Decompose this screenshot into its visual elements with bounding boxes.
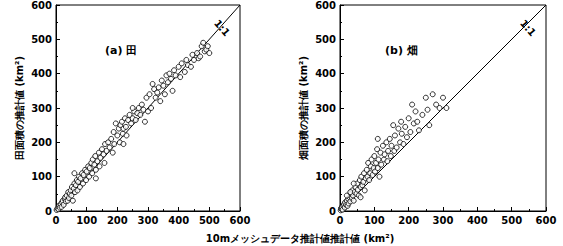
svg-text:300: 300 bbox=[433, 215, 454, 226]
svg-text:400: 400 bbox=[168, 215, 189, 226]
svg-text:600: 600 bbox=[230, 215, 251, 226]
svg-text:400: 400 bbox=[31, 68, 52, 79]
svg-text:300: 300 bbox=[315, 103, 336, 114]
svg-text:0: 0 bbox=[329, 206, 336, 217]
svg-text:200: 200 bbox=[31, 137, 52, 148]
svg-text:田面積の推計値 (km²): 田面積の推計値 (km²) bbox=[14, 56, 25, 160]
svg-text:300: 300 bbox=[31, 103, 52, 114]
svg-text:10mメッシュデータ推計値推計値 (km²): 10mメッシュデータ推計値推計値 (km²) bbox=[206, 233, 394, 244]
svg-text:400: 400 bbox=[467, 215, 488, 226]
svg-text:500: 500 bbox=[31, 34, 52, 45]
svg-text:600: 600 bbox=[31, 0, 52, 11]
svg-text:(b) 畑: (b) 畑 bbox=[385, 44, 418, 57]
svg-text:1:1: 1:1 bbox=[212, 18, 232, 39]
svg-text:500: 500 bbox=[315, 34, 336, 45]
svg-text:100: 100 bbox=[31, 171, 52, 182]
svg-text:600: 600 bbox=[536, 215, 557, 226]
svg-text:500: 500 bbox=[199, 215, 220, 226]
svg-text:0: 0 bbox=[53, 215, 60, 226]
svg-text:100: 100 bbox=[364, 215, 385, 226]
svg-text:600: 600 bbox=[315, 0, 336, 11]
svg-text:500: 500 bbox=[501, 215, 522, 226]
svg-text:100: 100 bbox=[76, 215, 97, 226]
svg-text:200: 200 bbox=[107, 215, 128, 226]
svg-text:200: 200 bbox=[315, 137, 336, 148]
svg-text:畑面積の推計値 (km²): 畑面積の推計値 (km²) bbox=[298, 56, 309, 161]
svg-text:100: 100 bbox=[315, 171, 336, 182]
svg-text:1:1: 1:1 bbox=[518, 18, 538, 39]
svg-text:200: 200 bbox=[398, 215, 419, 226]
svg-text:400: 400 bbox=[315, 68, 336, 79]
svg-text:(a) 田: (a) 田 bbox=[105, 44, 137, 57]
svg-text:300: 300 bbox=[138, 215, 159, 226]
svg-text:0: 0 bbox=[45, 206, 52, 217]
svg-text:0: 0 bbox=[337, 215, 344, 226]
